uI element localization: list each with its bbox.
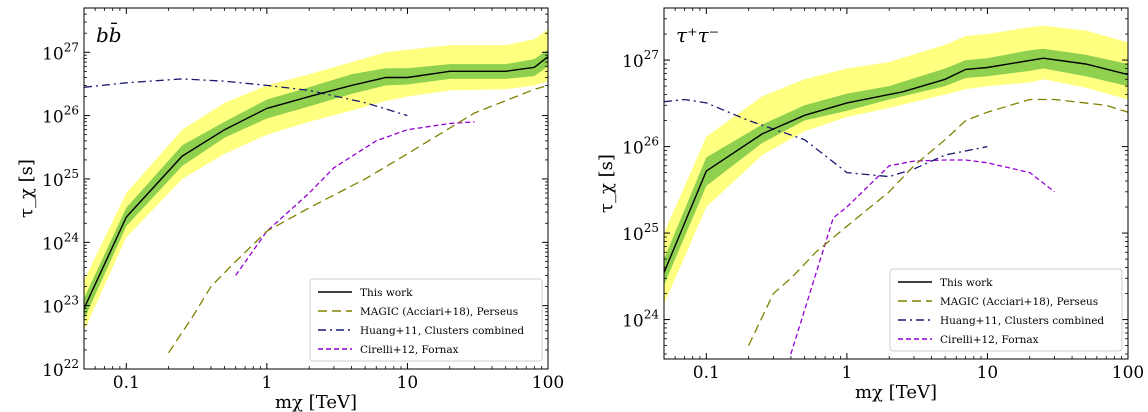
panel-tag: bb̄ — [96, 22, 122, 47]
y-tick-exponent: 22 — [64, 357, 79, 371]
legend-entry: This work — [940, 277, 993, 289]
y-axis-label: τ_χ [s] — [16, 159, 37, 218]
y-tick-exponent: 24 — [644, 308, 660, 322]
y-tick-label: 1024 — [42, 230, 79, 254]
legend-entry: Cirelli+12, Fornax — [940, 334, 1039, 346]
x-tick-label: 0.1 — [113, 373, 140, 393]
x-axis-label: mχ [TeV] — [275, 392, 357, 412]
legend-entry: Huang+11, Clusters combined — [940, 315, 1104, 327]
panel-tag: τ⁺τ⁻ — [676, 23, 719, 47]
y-tick-label: 1027 — [42, 40, 79, 64]
legend: This work MAGIC (Acciari+18), Perseus Huan… — [310, 279, 542, 361]
x-tick-label: 1 — [841, 363, 852, 383]
series-line-cirelli-12-fornax — [236, 122, 475, 276]
x-tick-label: 100 — [532, 373, 564, 393]
y-axis-label: τ_χ [s] — [596, 154, 617, 213]
legend-entry: Huang+11, Clusters combined — [360, 325, 524, 337]
y-tick-base: 10 — [42, 171, 64, 191]
x-tick-label: 10 — [977, 363, 999, 383]
legend-entry: MAGIC (Acciari+18), Perseus — [360, 306, 518, 318]
legend: This work MAGIC (Acciari+18), Perseus Huan… — [890, 269, 1122, 351]
y-tick-label: 1026 — [622, 135, 659, 159]
y-tick-exponent: 27 — [64, 40, 79, 54]
y-tick-base: 10 — [42, 298, 64, 318]
y-tick-exponent: 24 — [64, 230, 80, 244]
y-tick-base: 10 — [622, 52, 644, 72]
y-tick-label: 1027 — [622, 48, 659, 72]
x-tick-label: 100 — [1112, 363, 1144, 383]
y-tick-base: 10 — [42, 108, 64, 128]
y-tick-label: 1024 — [622, 308, 659, 332]
x-tick-label: 1 — [261, 373, 272, 393]
x-axis-label: mχ [TeV] — [855, 382, 937, 403]
y-tick-base: 10 — [42, 361, 64, 381]
y-tick-label: 1025 — [622, 221, 659, 245]
legend-entry: MAGIC (Acciari+18), Perseus — [940, 296, 1098, 308]
y-tick-label: 1022 — [42, 357, 79, 381]
y-tick-exponent: 25 — [64, 167, 79, 181]
y-tick-label: 1026 — [42, 104, 79, 128]
legend-entry: This work — [360, 287, 413, 299]
y-tick-base: 10 — [42, 44, 64, 64]
y-tick-base: 10 — [622, 139, 644, 159]
y-tick-exponent: 27 — [644, 48, 659, 62]
y-tick-exponent: 25 — [644, 221, 659, 235]
x-tick-label: 10 — [397, 373, 419, 393]
y-tick-label: 1025 — [42, 167, 79, 191]
y-tick-exponent: 26 — [64, 104, 79, 118]
y-tick-exponent: 26 — [644, 135, 659, 149]
y-tick-base: 10 — [622, 312, 644, 332]
y-tick-base: 10 — [622, 225, 644, 245]
x-tick-label: 0.1 — [693, 363, 720, 383]
y-tick-exponent: 23 — [64, 294, 79, 308]
y-tick-base: 10 — [42, 234, 64, 254]
legend-entry: Cirelli+12, Fornax — [360, 344, 459, 356]
y-tick-label: 1023 — [42, 294, 79, 318]
